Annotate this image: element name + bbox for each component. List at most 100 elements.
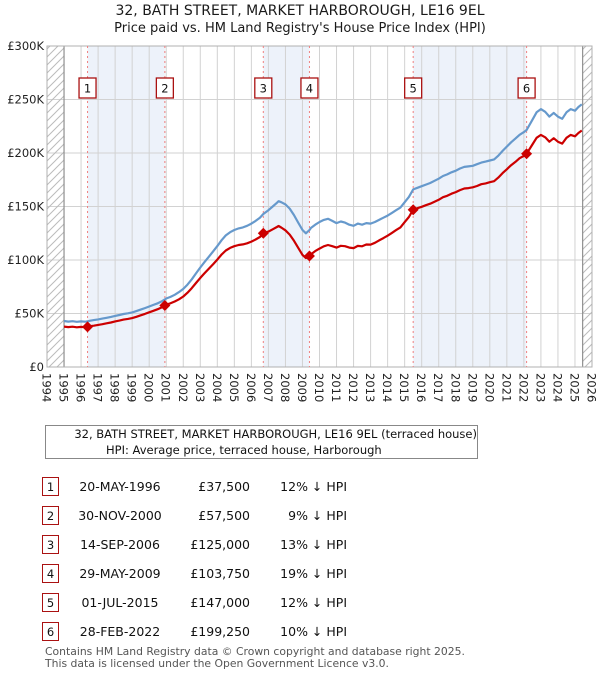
- sale-price: £147,000: [190, 595, 250, 610]
- sale-vs-hpi: 13% ↓ HPI: [280, 537, 347, 552]
- y-tick-label: £150K: [7, 200, 44, 214]
- sale-marker-3: [257, 227, 269, 239]
- plot-border: [46, 45, 593, 368]
- sale-vs-hpi: 10% ↓ HPI: [280, 624, 347, 639]
- legend-label-hpi: HPI: Average price, terraced house, Harb…: [106, 443, 382, 457]
- y-tick-label: £0: [29, 360, 44, 374]
- x-tick-label: 2003: [193, 373, 207, 402]
- x-tick-label: 2010: [312, 373, 326, 402]
- table-row: 4 29-MAY-2009 £103,750 19% ↓ HPI: [0, 564, 600, 584]
- license-footer: Contains HM Land Registry data © Crown c…: [45, 646, 465, 669]
- x-tick-label: 2025: [567, 373, 581, 402]
- x-tick-label: 2004: [210, 373, 224, 402]
- x-tick-label: 2007: [261, 373, 275, 402]
- sale-number-badge: 4: [42, 564, 59, 583]
- x-tick-label: 2018: [448, 373, 462, 402]
- x-tick-label: 2000: [142, 373, 156, 402]
- sale-flag-4: [300, 77, 319, 99]
- sale-flag-label-1: 1: [84, 82, 91, 96]
- x-tick-label: 2012: [346, 373, 360, 402]
- sale-date: 14-SEP-2006: [80, 537, 160, 552]
- legend-item-hpi: HPI: Average price, terraced house, Harb…: [46, 442, 477, 458]
- sale-flag-2: [155, 77, 175, 99]
- sale-price: £125,000: [190, 537, 250, 552]
- sale-marker-4: [303, 250, 315, 262]
- table-row: 5 01-JUL-2015 £147,000 12% ↓ HPI: [0, 593, 600, 613]
- sale-marker-5: [407, 204, 419, 216]
- page-title: 32, BATH STREET, MARKET HARBOROUGH, LE16…: [115, 3, 485, 19]
- page-subtitle: Price paid vs. HM Land Registry's House …: [114, 21, 486, 36]
- x-tick-label: 2014: [380, 373, 394, 402]
- y-tick-label: £50K: [15, 307, 45, 321]
- x-tick-label: 2011: [329, 373, 343, 402]
- table-row: 1 20-MAY-1996 £37,500 12% ↓ HPI: [0, 477, 600, 497]
- sale-flag-label-4: 4: [306, 82, 313, 96]
- legend-label-price-paid: 32, BATH STREET, MARKET HARBOROUGH, LE16…: [74, 427, 477, 441]
- sale-price: £199,250: [190, 624, 250, 639]
- sale-vs-hpi: 9% ↓ HPI: [288, 508, 347, 523]
- x-tick-label: 2009: [295, 373, 309, 402]
- x-tick-label: 2026: [585, 373, 599, 402]
- x-tick-label: 2024: [550, 373, 564, 402]
- chart-legend: 32, BATH STREET, MARKET HARBOROUGH, LE16…: [45, 425, 478, 459]
- x-tick-label: 2021: [499, 373, 513, 402]
- x-tick-label: 2008: [278, 373, 292, 402]
- price-history-chart: 1 2 3 4 5 6 £0 £50K £100K £150K £200K £250K £300K 199…: [7, 39, 599, 402]
- x-tick-label: 2017: [431, 373, 445, 402]
- sale-flag-6: [517, 77, 536, 99]
- sale-number-badge: 6: [42, 622, 59, 641]
- sale-flag-label-3: 3: [260, 82, 267, 96]
- sale-flag-1: [78, 77, 97, 99]
- y-tick-label: £300K: [7, 39, 44, 53]
- hatch-region-left: [47, 46, 65, 367]
- sale-price: £103,750: [190, 566, 250, 581]
- sale-flag-3: [254, 77, 273, 99]
- sale-date: 30-NOV-2000: [78, 508, 162, 523]
- sale-date: 20-MAY-1996: [79, 479, 161, 494]
- sale-vs-hpi: 19% ↓ HPI: [280, 566, 347, 581]
- y-tick-label: £250K: [7, 93, 44, 107]
- table-row: 3 14-SEP-2006 £125,000 13% ↓ HPI: [0, 535, 600, 555]
- hatch-region-right: [582, 46, 592, 367]
- blue-line-swatch: [56, 449, 94, 452]
- y-tick-label: £100K: [7, 253, 44, 267]
- sale-flag-label-5: 5: [410, 82, 417, 96]
- sale-vs-hpi: 12% ↓ HPI: [280, 595, 347, 610]
- x-tick-label: 2015: [397, 373, 411, 402]
- sale-price: £57,500: [198, 508, 250, 523]
- sale-marker-2: [159, 299, 171, 311]
- x-tick-label: 1994: [40, 373, 54, 402]
- x-tick-label: 2005: [227, 373, 241, 402]
- red-line-swatch: [56, 433, 62, 436]
- x-tick-label: 2013: [363, 373, 377, 402]
- sale-marker-6: [521, 148, 533, 160]
- sale-marker-1: [82, 321, 94, 333]
- y-tick-label: £200K: [7, 146, 44, 160]
- x-tick-label: 2020: [482, 373, 496, 402]
- x-tick-label: 1995: [57, 373, 71, 402]
- x-tick-label: 1998: [108, 373, 122, 402]
- price-paid-line: [63, 129, 583, 329]
- sale-date: 28-FEB-2022: [79, 624, 161, 639]
- footer-line-2: This data is licensed under the Open Gov…: [45, 656, 389, 670]
- sale-flag-label-2: 2: [161, 82, 168, 96]
- x-tick-label: 1996: [74, 373, 88, 402]
- sale-number-badge: 5: [42, 593, 59, 612]
- x-tick-label: 2001: [159, 373, 173, 402]
- table-row: 2 30-NOV-2000 £57,500 9% ↓ HPI: [0, 506, 600, 526]
- x-tick-label: 2002: [176, 373, 190, 402]
- legend-item-price-paid: 32, BATH STREET, MARKET HARBOROUGH, LE16…: [46, 426, 477, 442]
- sale-price: £37,500: [198, 479, 250, 494]
- x-tick-label: 1997: [91, 373, 105, 402]
- sale-number-badge: 3: [42, 535, 59, 554]
- x-tick-label: 2016: [414, 373, 428, 402]
- sale-number-badge: 2: [42, 506, 59, 525]
- sale-flag-label-6: 6: [523, 82, 530, 96]
- sale-vs-hpi: 12% ↓ HPI: [280, 479, 347, 494]
- sale-flag-5: [404, 77, 423, 99]
- sale-date: 01-JUL-2015: [81, 595, 159, 610]
- table-row: 6 28-FEB-2022 £199,250 10% ↓ HPI: [0, 622, 600, 642]
- x-tick-label: 2022: [516, 373, 530, 402]
- sale-number-badge: 1: [42, 477, 59, 496]
